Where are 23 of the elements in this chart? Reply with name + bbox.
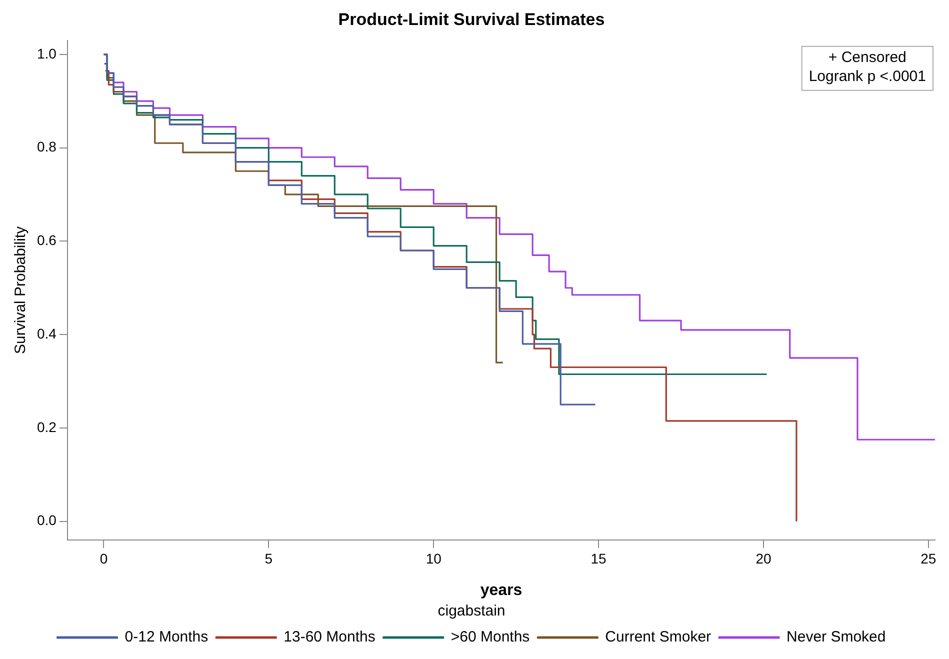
legend-label: 13-60 Months (284, 628, 376, 646)
y-tick-label: 1.0 (36, 45, 57, 62)
y-tick-label: 0.2 (36, 418, 57, 435)
x-tick-label: 20 (756, 550, 772, 566)
annotation: Logrank p <.0001 (808, 68, 926, 86)
x-tick-label: 0 (100, 550, 108, 566)
y-tick-label: 0.8 (36, 138, 57, 155)
legend-label: >60 Months (450, 628, 530, 646)
x-tick-label: 25 (920, 550, 936, 566)
legend-label: Never Smoked (786, 628, 886, 646)
y-tick-label: 0.4 (36, 325, 57, 342)
annotation: + Censored (828, 49, 906, 66)
x-tick-label: 15 (590, 550, 607, 566)
chart-title: Product-Limit Survival Estimates (338, 10, 605, 29)
x-tick-label: 10 (426, 550, 442, 566)
x-axis-title: years (480, 582, 522, 599)
legend-label: Current Smoker (605, 628, 712, 646)
y-axis-title: Survival Probability (12, 226, 30, 354)
x-tick-label: 5 (264, 550, 273, 566)
y-tick-label: 0.6 (36, 232, 57, 248)
y-tick-label: 0.0 (36, 512, 57, 528)
legend-title: cigabstain (438, 602, 506, 620)
legend-label: 0-12 Months (124, 628, 208, 646)
